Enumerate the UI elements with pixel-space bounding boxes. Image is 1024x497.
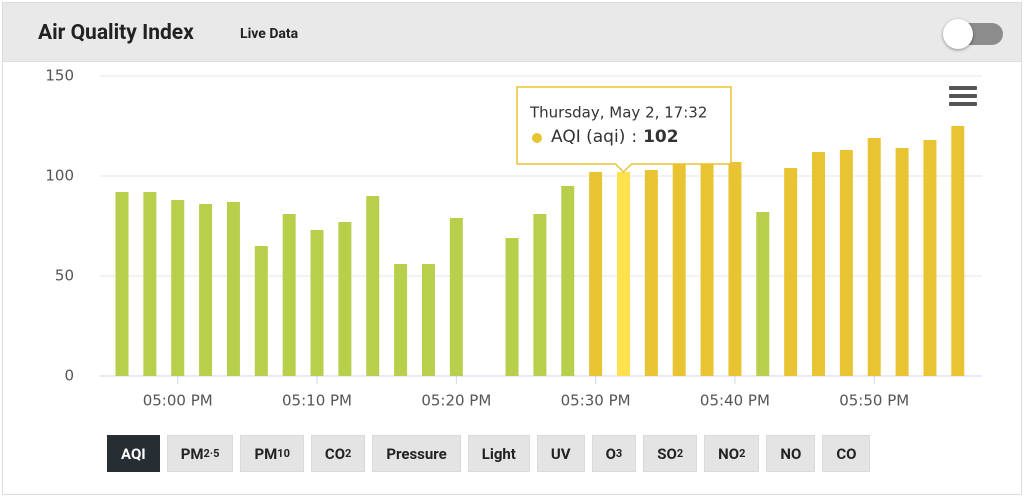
bar	[394, 264, 408, 376]
bar	[616, 172, 630, 376]
bar	[226, 202, 240, 376]
button-label: UV	[550, 444, 571, 463]
y-tick-label: 0	[64, 367, 74, 385]
button-label: CO	[324, 444, 346, 463]
x-tick-label: 05:10 PM	[282, 392, 352, 410]
metric-button[interactable]: SO 2	[643, 435, 698, 472]
metric-button[interactable]: CO 2	[310, 435, 366, 472]
bar	[505, 238, 519, 376]
toggle-knob	[943, 19, 973, 49]
bar	[310, 230, 324, 376]
tooltip: Thursday, May 2, 17:32 AQI (aqi):102	[516, 86, 732, 174]
bar	[449, 218, 463, 376]
metric-button[interactable]: NO	[766, 435, 816, 472]
bar	[254, 246, 268, 376]
header: Air Quality Index Live Data	[3, 3, 1021, 62]
metric-button[interactable]: AQI	[107, 435, 160, 472]
bar	[171, 200, 185, 376]
bar	[644, 170, 658, 376]
bar	[199, 204, 213, 376]
y-tick-label: 100	[45, 167, 74, 185]
tooltip-box	[516, 86, 732, 174]
menu-icon[interactable]	[949, 86, 977, 106]
tooltip-value: 102	[643, 127, 679, 147]
x-tick-label: 05:00 PM	[143, 392, 213, 410]
title: Air Quality Index	[38, 21, 194, 45]
bar	[115, 192, 129, 376]
bar	[728, 162, 742, 376]
bar	[867, 138, 881, 376]
x-tick-label: 05:40 PM	[700, 392, 770, 410]
bar	[672, 162, 686, 376]
bar	[533, 214, 547, 376]
tooltip-title: Thursday, May 2, 17:32	[529, 104, 707, 122]
x-tick-label: 05:20 PM	[421, 392, 491, 410]
button-label: CO	[836, 444, 857, 463]
bar	[951, 126, 965, 376]
metric-button[interactable]: Light	[467, 435, 530, 472]
button-label: AQI	[121, 444, 146, 463]
button-label: Light	[481, 444, 516, 463]
bar	[338, 222, 352, 376]
metric-button[interactable]: PM 10	[240, 435, 304, 472]
metric-button[interactable]: Pressure	[372, 435, 461, 472]
x-tick-label: 05:50 PM	[839, 392, 909, 410]
bar	[895, 148, 909, 376]
tooltip-series: AQI (aqi)	[551, 127, 625, 147]
tooltip-separator: :	[631, 127, 637, 147]
x-tick-label: 05:30 PM	[561, 392, 631, 410]
button-label: O	[605, 444, 616, 463]
button-label: SO	[657, 444, 677, 463]
bar	[700, 162, 714, 376]
bar	[421, 264, 435, 376]
y-tick-label: 50	[55, 267, 74, 285]
y-tick-label: 150	[45, 67, 74, 85]
bar	[366, 196, 380, 376]
tooltip-line: AQI (aqi):102	[551, 127, 679, 147]
button-label: PM	[254, 444, 278, 463]
bar	[784, 168, 798, 376]
bar	[589, 172, 603, 376]
menu-line	[949, 86, 977, 90]
metric-button[interactable]: PM 2·5	[166, 435, 234, 472]
bar	[839, 150, 853, 376]
tooltip-dot	[532, 133, 542, 143]
metric-button[interactable]: NO 2	[704, 435, 760, 472]
bar	[561, 186, 575, 376]
metric-button[interactable]: CO	[822, 435, 871, 472]
metric-button[interactable]: UV	[536, 435, 585, 472]
bar	[812, 152, 825, 376]
menu-line	[949, 94, 977, 98]
toggle[interactable]	[943, 19, 1003, 49]
button-label: Pressure	[386, 444, 447, 463]
button-row: AQI PM 2·5 PM 10 CO 2 Pressure Light UV O 3 SO 2 NO 2 NO…	[107, 435, 871, 472]
bar	[756, 212, 770, 376]
bar	[923, 140, 937, 376]
button-label: NO	[718, 444, 740, 463]
button-label: PM	[180, 444, 204, 463]
button-label: NO	[780, 444, 802, 463]
bar	[143, 192, 157, 376]
subtitle: Live Data	[240, 26, 299, 42]
menu-line	[949, 102, 977, 106]
bar	[282, 214, 296, 376]
